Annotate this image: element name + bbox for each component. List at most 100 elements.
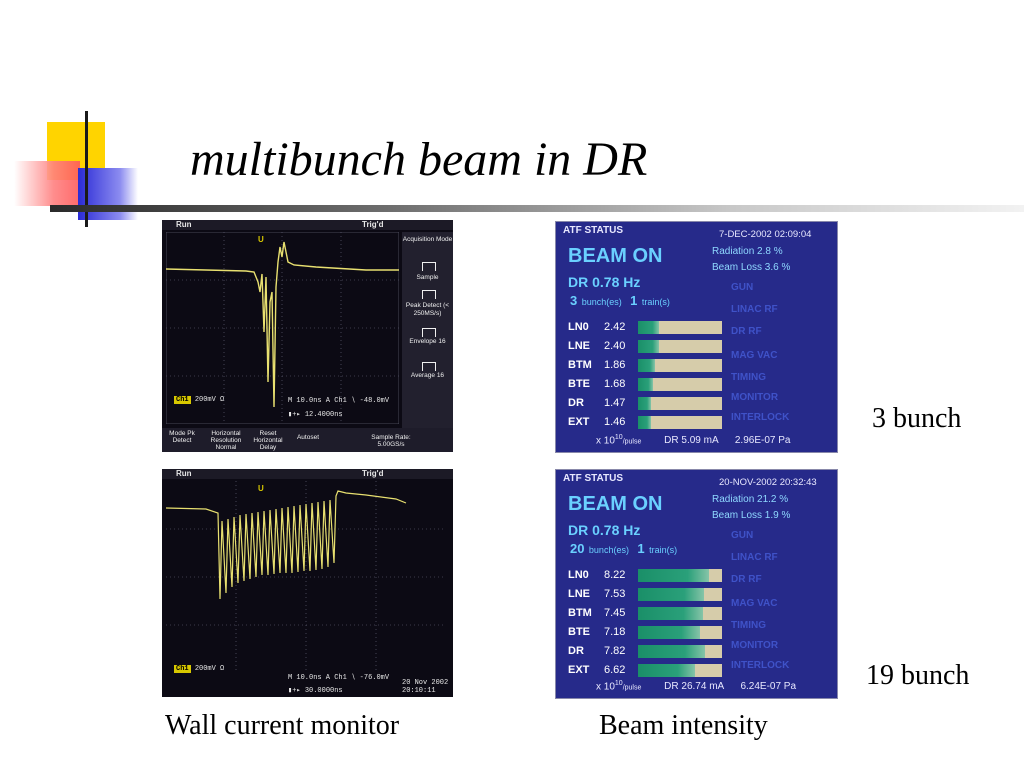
intensity-bar-fill xyxy=(638,416,651,429)
intensity-bar-fill xyxy=(638,569,709,582)
scope-plot-19-bunch: U xyxy=(166,481,446,673)
intensity-row-name: BTE xyxy=(568,378,590,390)
intensity-row-value: 1.46 xyxy=(604,416,626,428)
atf-ghost-item: LINAC RF xyxy=(731,552,778,563)
scope-screenshot-3-bunch: Run Trig'd U Ch1 200mV Ω M 10.0ns A Ch1 … xyxy=(162,220,453,452)
logo-red-square xyxy=(14,161,80,206)
intensity-row-value: 1.68 xyxy=(604,378,626,390)
intensity-row-value: 6.62 xyxy=(604,664,626,676)
atf-status-19-bunch: ATF STATUS 20-NOV-2002 20:32:43 BEAM ON … xyxy=(555,469,838,699)
atf-dr-rate: DR 0.78 Hz xyxy=(568,274,641,290)
intensity-bar xyxy=(638,416,722,429)
slide-title: multibunch beam in DR xyxy=(190,133,648,186)
peak-detect-icon xyxy=(422,290,436,299)
intensity-row-value: 7.82 xyxy=(604,645,626,657)
atf-ghost-item: MONITOR xyxy=(731,392,779,403)
atf-radiation: Radiation 21.2 % xyxy=(712,494,789,505)
intensity-row-name: DR xyxy=(568,397,584,409)
intensity-row-value: 1.47 xyxy=(604,397,626,409)
atf-train-count: 1 xyxy=(630,293,638,308)
atf-ghost-item: TIMING xyxy=(731,372,766,383)
scope-trig-label: Trig'd xyxy=(362,220,384,229)
atf-header: ATF STATUS xyxy=(563,225,623,236)
intensity-row-name: EXT xyxy=(568,416,590,428)
atf-foot-exponent: 10 xyxy=(614,680,623,687)
intensity-row-value: 2.40 xyxy=(604,340,626,352)
atf-foot-pressure: 6.24E-07 Pa xyxy=(740,681,797,693)
scope-menu-envelope[interactable]: Envelope 16 xyxy=(409,338,446,345)
atf-train-unit: train(s) xyxy=(649,545,678,555)
intensity-bar xyxy=(638,340,722,353)
atf-foot-unit: x 10 xyxy=(596,435,615,447)
scope-top-bar xyxy=(162,220,453,230)
atf-foot-dr-current: DR 5.09 mA xyxy=(664,435,719,447)
intensity-row-name: DR xyxy=(568,645,584,657)
atf-bunch-train: 3 bunch(es) 1 train(s) xyxy=(570,292,670,310)
intensity-bar xyxy=(638,588,722,601)
intensity-row-name: LNE xyxy=(568,588,590,600)
intensity-row-value: 2.42 xyxy=(604,321,626,333)
scope-bottom-bar: Mode Pk Detect Horizontal Resolution Nor… xyxy=(162,428,453,452)
scope-menu-sample[interactable]: Sample xyxy=(416,274,439,281)
intensity-row-value: 7.18 xyxy=(604,626,626,638)
intensity-bar xyxy=(638,626,722,639)
atf-bunch-count: 20 xyxy=(570,541,585,556)
intensity-bar xyxy=(638,378,722,391)
atf-radiation: Radiation 2.8 % xyxy=(712,246,783,257)
atf-foot-per-pulse: /pulse xyxy=(622,438,642,446)
scope-bottom-resolution[interactable]: Horizontal Resolution Normal xyxy=(210,430,242,451)
scope-horizontal-readout: M 10.0ns A Ch1 ∖ -48.0mV xyxy=(288,397,390,405)
label-19-bunch: 19 bunch xyxy=(866,660,970,691)
scope-bottom-mode[interactable]: Mode Pk Detect xyxy=(169,430,195,444)
atf-foot-unit: x 10 xyxy=(596,681,615,693)
atf-beam-on: BEAM ON xyxy=(568,493,663,515)
scope-screenshot-19-bunch: Run Trig'd U Ch1 200mV Ω M 10.0ns A Ch1 … xyxy=(162,469,453,697)
scope-scale: 200mV Ω xyxy=(194,665,225,673)
atf-dr-rate: DR 0.78 Hz xyxy=(568,522,641,538)
scope-bottom-reset-delay[interactable]: Reset Horizontal Delay xyxy=(253,430,283,451)
scope-cursor-readout: ▮+▸ 12.4000ns xyxy=(288,411,343,419)
intensity-bar-fill xyxy=(638,645,705,658)
scope-bottom-sample-rate: Sample Rate: 5.00GS/s xyxy=(371,434,411,448)
scope-menu-average[interactable]: Average 16 xyxy=(410,372,445,379)
atf-ghost-item: MAG VAC xyxy=(731,350,778,361)
intensity-bar-fill xyxy=(638,340,659,353)
scope-side-menu: Acquisition Mode Sample Peak Detect (< 2… xyxy=(402,232,453,428)
intensity-bar-fill xyxy=(638,321,659,334)
atf-date: 20-NOV-2002 20:32:43 xyxy=(719,477,817,488)
atf-status-3-bunch: ATF STATUS 7-DEC-2002 02:09:04 BEAM ON R… xyxy=(555,221,838,453)
logo-vertical-line xyxy=(85,111,88,227)
intensity-bar-fill xyxy=(638,378,653,391)
atf-bunch-unit: bunch(es) xyxy=(581,297,622,307)
intensity-bar xyxy=(638,359,722,372)
intensity-bar-fill xyxy=(638,588,704,601)
average-icon xyxy=(422,362,436,371)
scope-top-bar xyxy=(162,469,453,479)
sample-icon xyxy=(422,262,436,271)
scope-scale: 200mV Ω xyxy=(194,396,225,404)
atf-foot-dr-current: DR 26.74 mA xyxy=(664,681,724,693)
label-3-bunch: 3 bunch xyxy=(872,403,962,434)
atf-ghost-item: GUN xyxy=(731,530,754,541)
atf-train-count: 1 xyxy=(637,541,645,556)
svg-text:U: U xyxy=(258,484,264,493)
title-underline xyxy=(50,205,1024,212)
scope-ch1-badge: Ch1 xyxy=(174,665,191,673)
atf-foot-exponent: 10 xyxy=(614,434,623,441)
scope-menu-peak-detect[interactable]: Peak Detect (< 250MS/s) xyxy=(405,302,450,317)
atf-ghost-item: MAG VAC xyxy=(731,598,778,609)
scope-menu-acq-mode[interactable]: Acquisition Mode xyxy=(402,236,453,243)
intensity-bar xyxy=(638,569,722,582)
scope-bottom-autoset[interactable]: Autoset xyxy=(296,434,320,441)
atf-ghost-item: TIMING xyxy=(731,620,766,631)
scope-run-label: Run xyxy=(176,469,192,478)
scope-trig-label: Trig'd xyxy=(362,469,384,478)
intensity-row-value: 8.22 xyxy=(604,569,626,581)
intensity-row-name: EXT xyxy=(568,664,590,676)
atf-ghost-item: MONITOR xyxy=(731,640,779,651)
atf-ghost-item: DR RF xyxy=(731,574,762,585)
caption-beam-intensity: Beam intensity xyxy=(599,710,768,741)
intensity-row-name: LNE xyxy=(568,340,590,352)
atf-beam-loss: Beam Loss 1.9 % xyxy=(712,510,791,521)
svg-text:U: U xyxy=(258,235,264,244)
